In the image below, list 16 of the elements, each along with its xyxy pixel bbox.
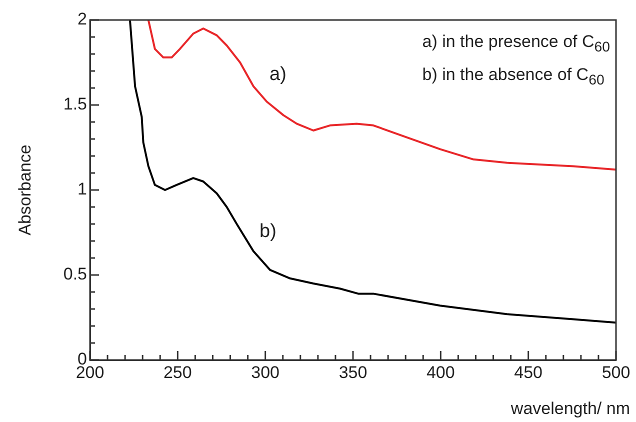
x-axis-title: wavelength/ nm: [510, 399, 630, 418]
y-tick-label: 2: [78, 10, 87, 29]
x-tick-label: 500: [602, 362, 630, 382]
annotation: b) in the absence of C$_{60}$: [422, 64, 606, 91]
y-tick-label: 1.5: [63, 94, 87, 114]
series-label: a): [270, 64, 286, 86]
x-tick-label: 300: [251, 362, 280, 382]
x-tick-label: 350: [338, 362, 368, 382]
y-tick-label: 1: [78, 180, 87, 199]
x-tick-label: 450: [514, 362, 543, 382]
annotation: a) in the presence of C$_{60}$: [422, 31, 610, 58]
x-tick-label: 250: [163, 362, 192, 382]
y-tick-label: 0.5: [63, 264, 87, 284]
series-label: b): [260, 221, 276, 242]
y-axis-title: Absorbance: [16, 144, 35, 236]
x-tick-label: 400: [426, 362, 455, 382]
